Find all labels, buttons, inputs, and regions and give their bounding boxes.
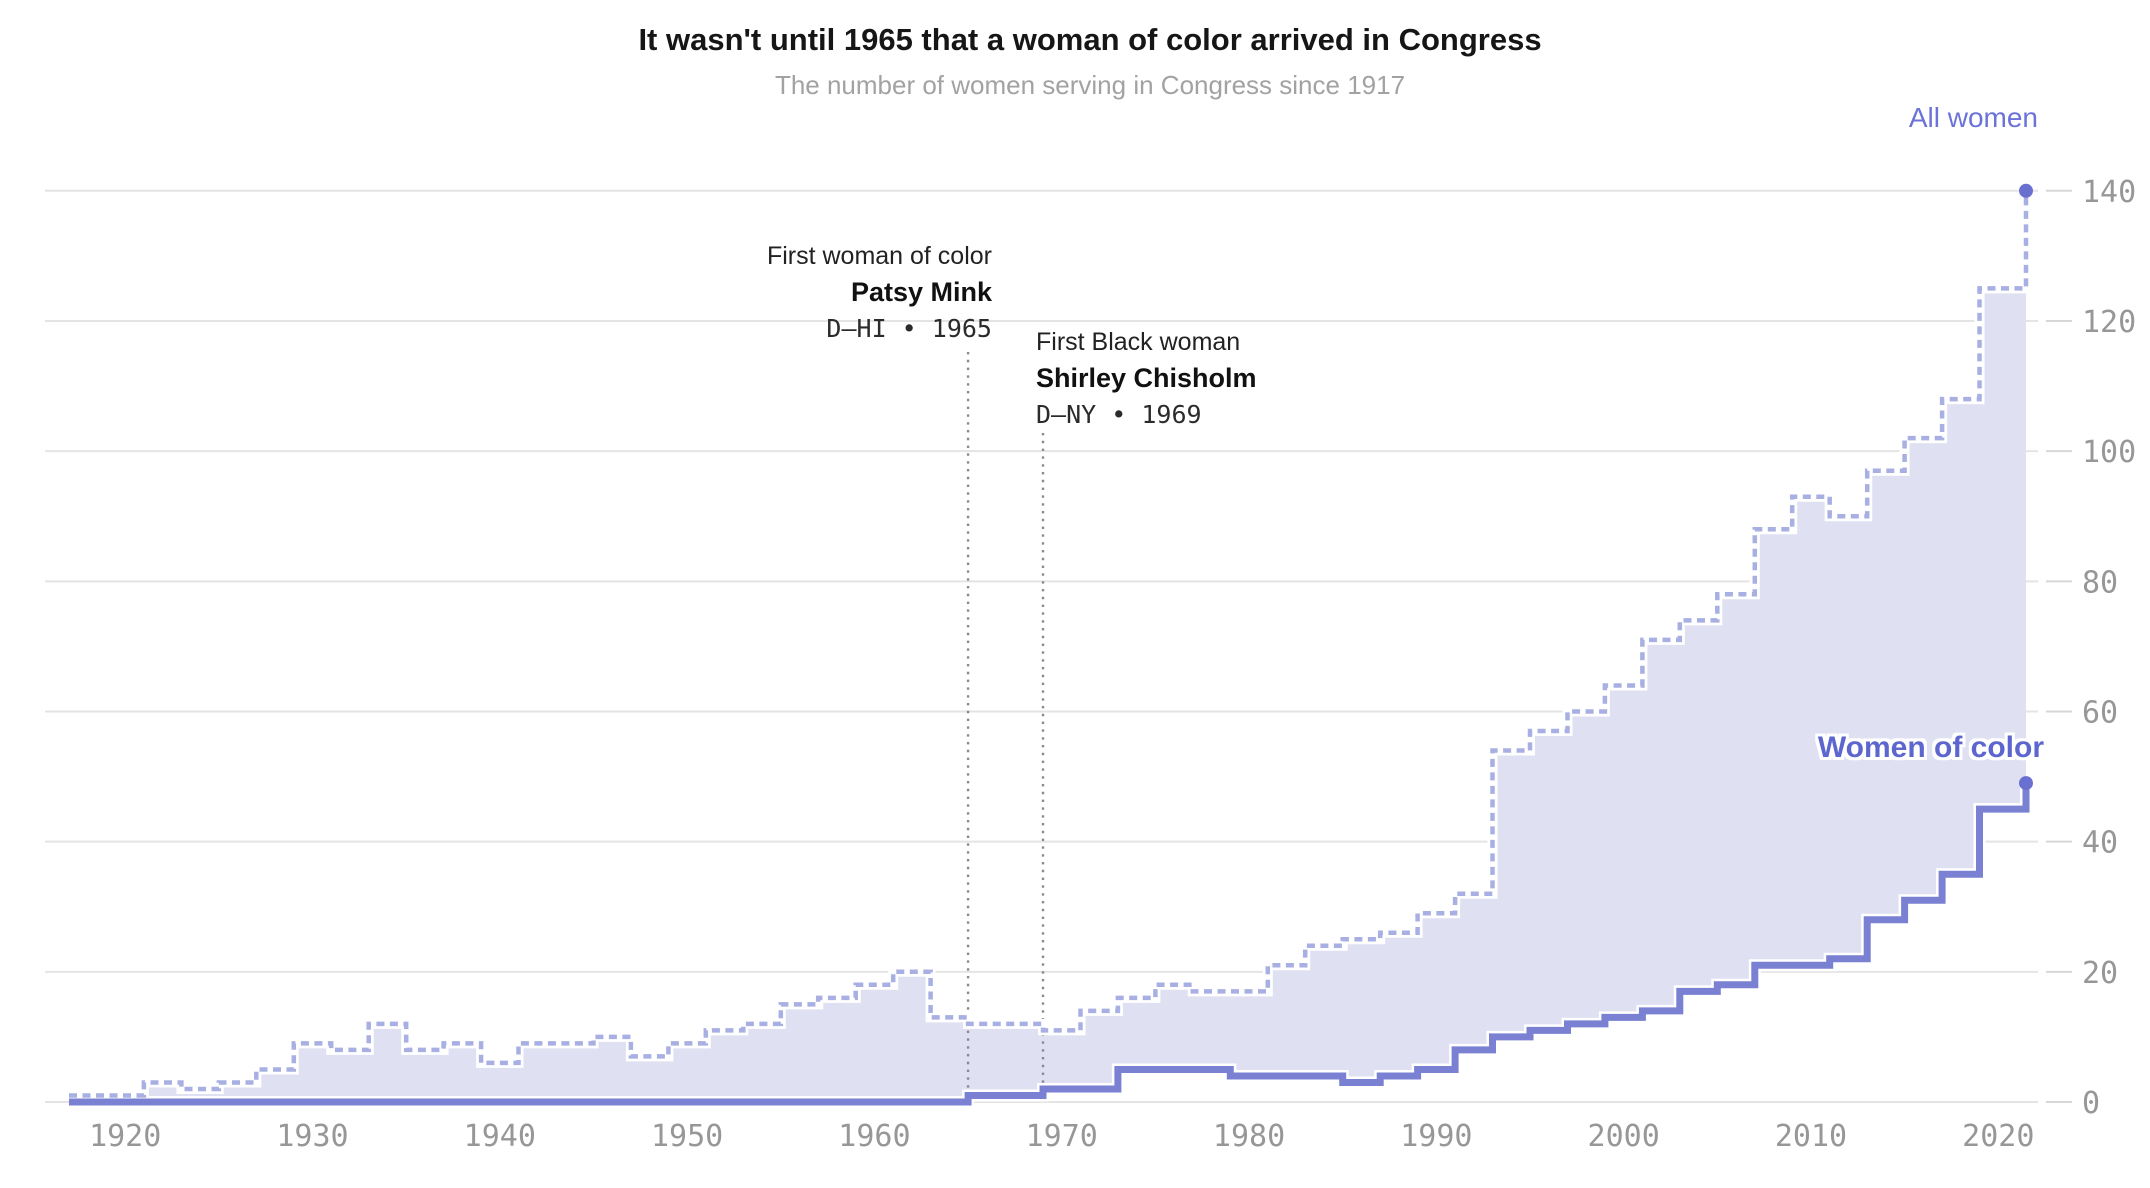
- annotation-name: Patsy Mink: [850, 277, 992, 307]
- women-of-color-end-dot: [2019, 776, 2033, 791]
- x-axis-label: 2020: [1962, 1119, 2034, 1154]
- page-subtitle: The number of women serving in Congress …: [774, 70, 1406, 100]
- series-label-all-women: All women: [1908, 102, 2038, 133]
- annotation-kicker: First woman of color: [766, 242, 992, 270]
- annotation-shirley-chisholm: First Black woman Shirley Chisholm D–NY …: [1036, 324, 1257, 432]
- x-axis-label: 1990: [1400, 1119, 1472, 1154]
- y-axis-label: 20: [2082, 956, 2118, 991]
- x-axis-label: 2010: [1775, 1119, 1847, 1154]
- x-axis-label: 1980: [1213, 1119, 1285, 1154]
- x-axis-label: 1940: [464, 1119, 536, 1154]
- y-axis-label: 60: [2082, 695, 2118, 730]
- all-women-end-dot: [2019, 183, 2033, 198]
- y-axis-label: 0: [2082, 1086, 2100, 1121]
- series-label-women-of-color: Women of color: [1817, 731, 2044, 764]
- all-women-line: [69, 190, 2029, 1098]
- annotation-name: Shirley Chisholm: [1036, 363, 1257, 393]
- x-axis-label: 1970: [1026, 1119, 1098, 1154]
- x-axis-label: 1960: [838, 1119, 910, 1154]
- x-axis-label: 1920: [89, 1119, 161, 1154]
- x-axis-label: 1930: [276, 1119, 348, 1154]
- y-axis-label: 140: [2082, 175, 2136, 210]
- x-axis-label: 1950: [651, 1119, 723, 1154]
- page-title: It wasn't until 1965 that a woman of col…: [638, 22, 1542, 57]
- x-axis-label: 2000: [1588, 1119, 1660, 1154]
- y-axis-label: 40: [2082, 826, 2118, 861]
- annotation-kicker: First Black woman: [1036, 328, 1241, 356]
- y-axis-label: 120: [2082, 305, 2136, 340]
- annotation-patsy-mink: First woman of color Patsy Mink D–HI • 1…: [767, 238, 992, 346]
- women-of-color-line: [69, 783, 2030, 1106]
- y-axis-label: 100: [2082, 435, 2136, 470]
- annotation-detail: D–NY • 1969: [1036, 400, 1202, 429]
- annotation-detail: D–HI • 1965: [826, 314, 992, 343]
- all-women-area-fill: [69, 288, 2026, 1102]
- y-axis-label: 80: [2082, 565, 2118, 600]
